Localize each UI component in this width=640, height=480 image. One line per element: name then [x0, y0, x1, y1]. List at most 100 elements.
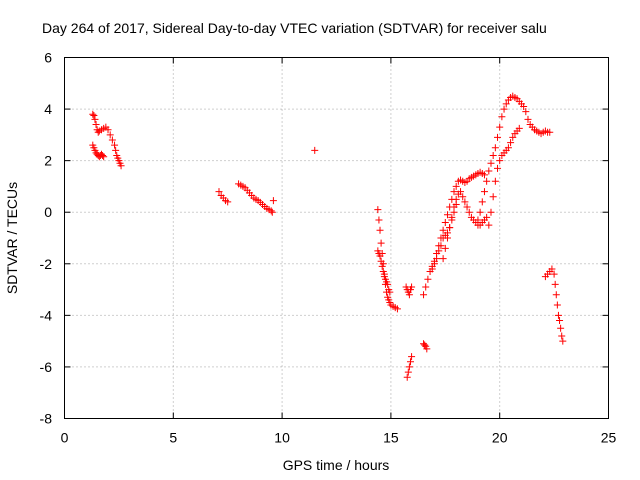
data-point	[405, 363, 413, 371]
data-point	[556, 317, 564, 325]
data-point	[376, 252, 384, 260]
x-tick-label: 10	[274, 430, 290, 446]
data-point	[269, 197, 277, 205]
x-axis-label: GPS time / hours	[283, 457, 390, 473]
data-point	[559, 337, 567, 345]
data-point	[393, 305, 401, 313]
data-point	[433, 255, 441, 263]
data-point	[491, 177, 499, 185]
data-point	[551, 280, 559, 288]
data-point	[430, 260, 438, 268]
data-point	[465, 208, 473, 216]
data-point	[420, 291, 428, 299]
data-point	[106, 131, 114, 139]
data-point	[546, 128, 554, 136]
data-point	[459, 193, 467, 201]
data-point	[424, 275, 432, 283]
data-point	[558, 332, 566, 340]
data-point	[552, 291, 560, 299]
data-point	[443, 234, 451, 242]
data-point	[496, 123, 504, 131]
x-tick-label: 5	[169, 430, 177, 446]
data-point	[489, 193, 497, 201]
grid	[64, 57, 609, 419]
data-point	[548, 265, 556, 273]
data-point	[404, 368, 412, 376]
data-point	[496, 157, 504, 165]
axis-tick-labels: 0 5 10 15 20 25 -8 -6 -4 -2 0 2 4 6	[40, 50, 617, 446]
data-point	[474, 216, 482, 224]
data-point	[99, 151, 107, 159]
data-point	[452, 195, 460, 203]
data-point	[92, 121, 100, 129]
y-tick-label: 4	[44, 101, 52, 117]
data-point	[439, 226, 447, 234]
data-point	[483, 177, 491, 185]
data-point	[224, 198, 232, 206]
data-point	[90, 112, 98, 120]
data-point	[443, 211, 451, 219]
data-point	[553, 301, 561, 309]
data-point	[100, 153, 108, 161]
data-point	[478, 198, 486, 206]
data-point	[441, 219, 449, 227]
data-point	[117, 162, 125, 170]
data-point	[524, 115, 532, 123]
data-point	[268, 208, 276, 216]
data-point	[437, 242, 445, 250]
data-point	[485, 167, 493, 175]
data-point	[403, 373, 411, 381]
data-point	[435, 247, 443, 255]
x-tick-label: 15	[383, 430, 399, 446]
data-point	[448, 213, 456, 221]
data-point	[509, 133, 517, 141]
data-point	[494, 164, 502, 172]
data-point	[378, 262, 386, 270]
data-point	[494, 133, 502, 141]
data-point	[520, 102, 528, 110]
chart-title: Day 264 of 2017, Sidereal Day-to-day VTE…	[42, 20, 547, 36]
y-tick-label: 0	[44, 204, 52, 220]
data-point	[491, 144, 499, 152]
y-tick-label: -8	[40, 411, 53, 427]
data-point	[421, 341, 429, 349]
data-point	[377, 257, 385, 265]
y-tick-label: -2	[40, 256, 53, 272]
data-point	[112, 146, 120, 154]
data-point	[108, 136, 116, 144]
data-point	[91, 115, 99, 123]
data-point	[215, 188, 223, 196]
data-point	[480, 188, 488, 196]
data-point	[450, 188, 458, 196]
data-point	[441, 244, 449, 252]
data-point	[487, 159, 495, 167]
data-point	[374, 206, 382, 214]
data-point	[104, 126, 112, 134]
data-point	[507, 139, 515, 147]
y-tick-label: -4	[40, 307, 53, 323]
data-point	[483, 213, 491, 221]
data-point	[504, 144, 512, 152]
data-point	[461, 198, 469, 206]
data-point	[423, 345, 431, 353]
data-point	[452, 182, 460, 190]
data-point	[376, 226, 384, 234]
data-point	[522, 108, 530, 116]
data-point	[384, 280, 392, 288]
data-point	[463, 203, 471, 211]
data-point	[408, 353, 416, 361]
data-point	[406, 358, 414, 366]
data-point	[450, 203, 458, 211]
data-point	[428, 265, 436, 273]
y-tick-label: -6	[40, 359, 53, 375]
data-point	[489, 151, 497, 159]
data-point	[89, 110, 97, 118]
data-points	[89, 92, 567, 381]
data-point	[554, 311, 562, 319]
data-point	[500, 105, 508, 113]
data-point	[557, 324, 565, 332]
data-point	[379, 268, 387, 276]
data-point	[550, 270, 558, 278]
data-point	[311, 146, 319, 154]
